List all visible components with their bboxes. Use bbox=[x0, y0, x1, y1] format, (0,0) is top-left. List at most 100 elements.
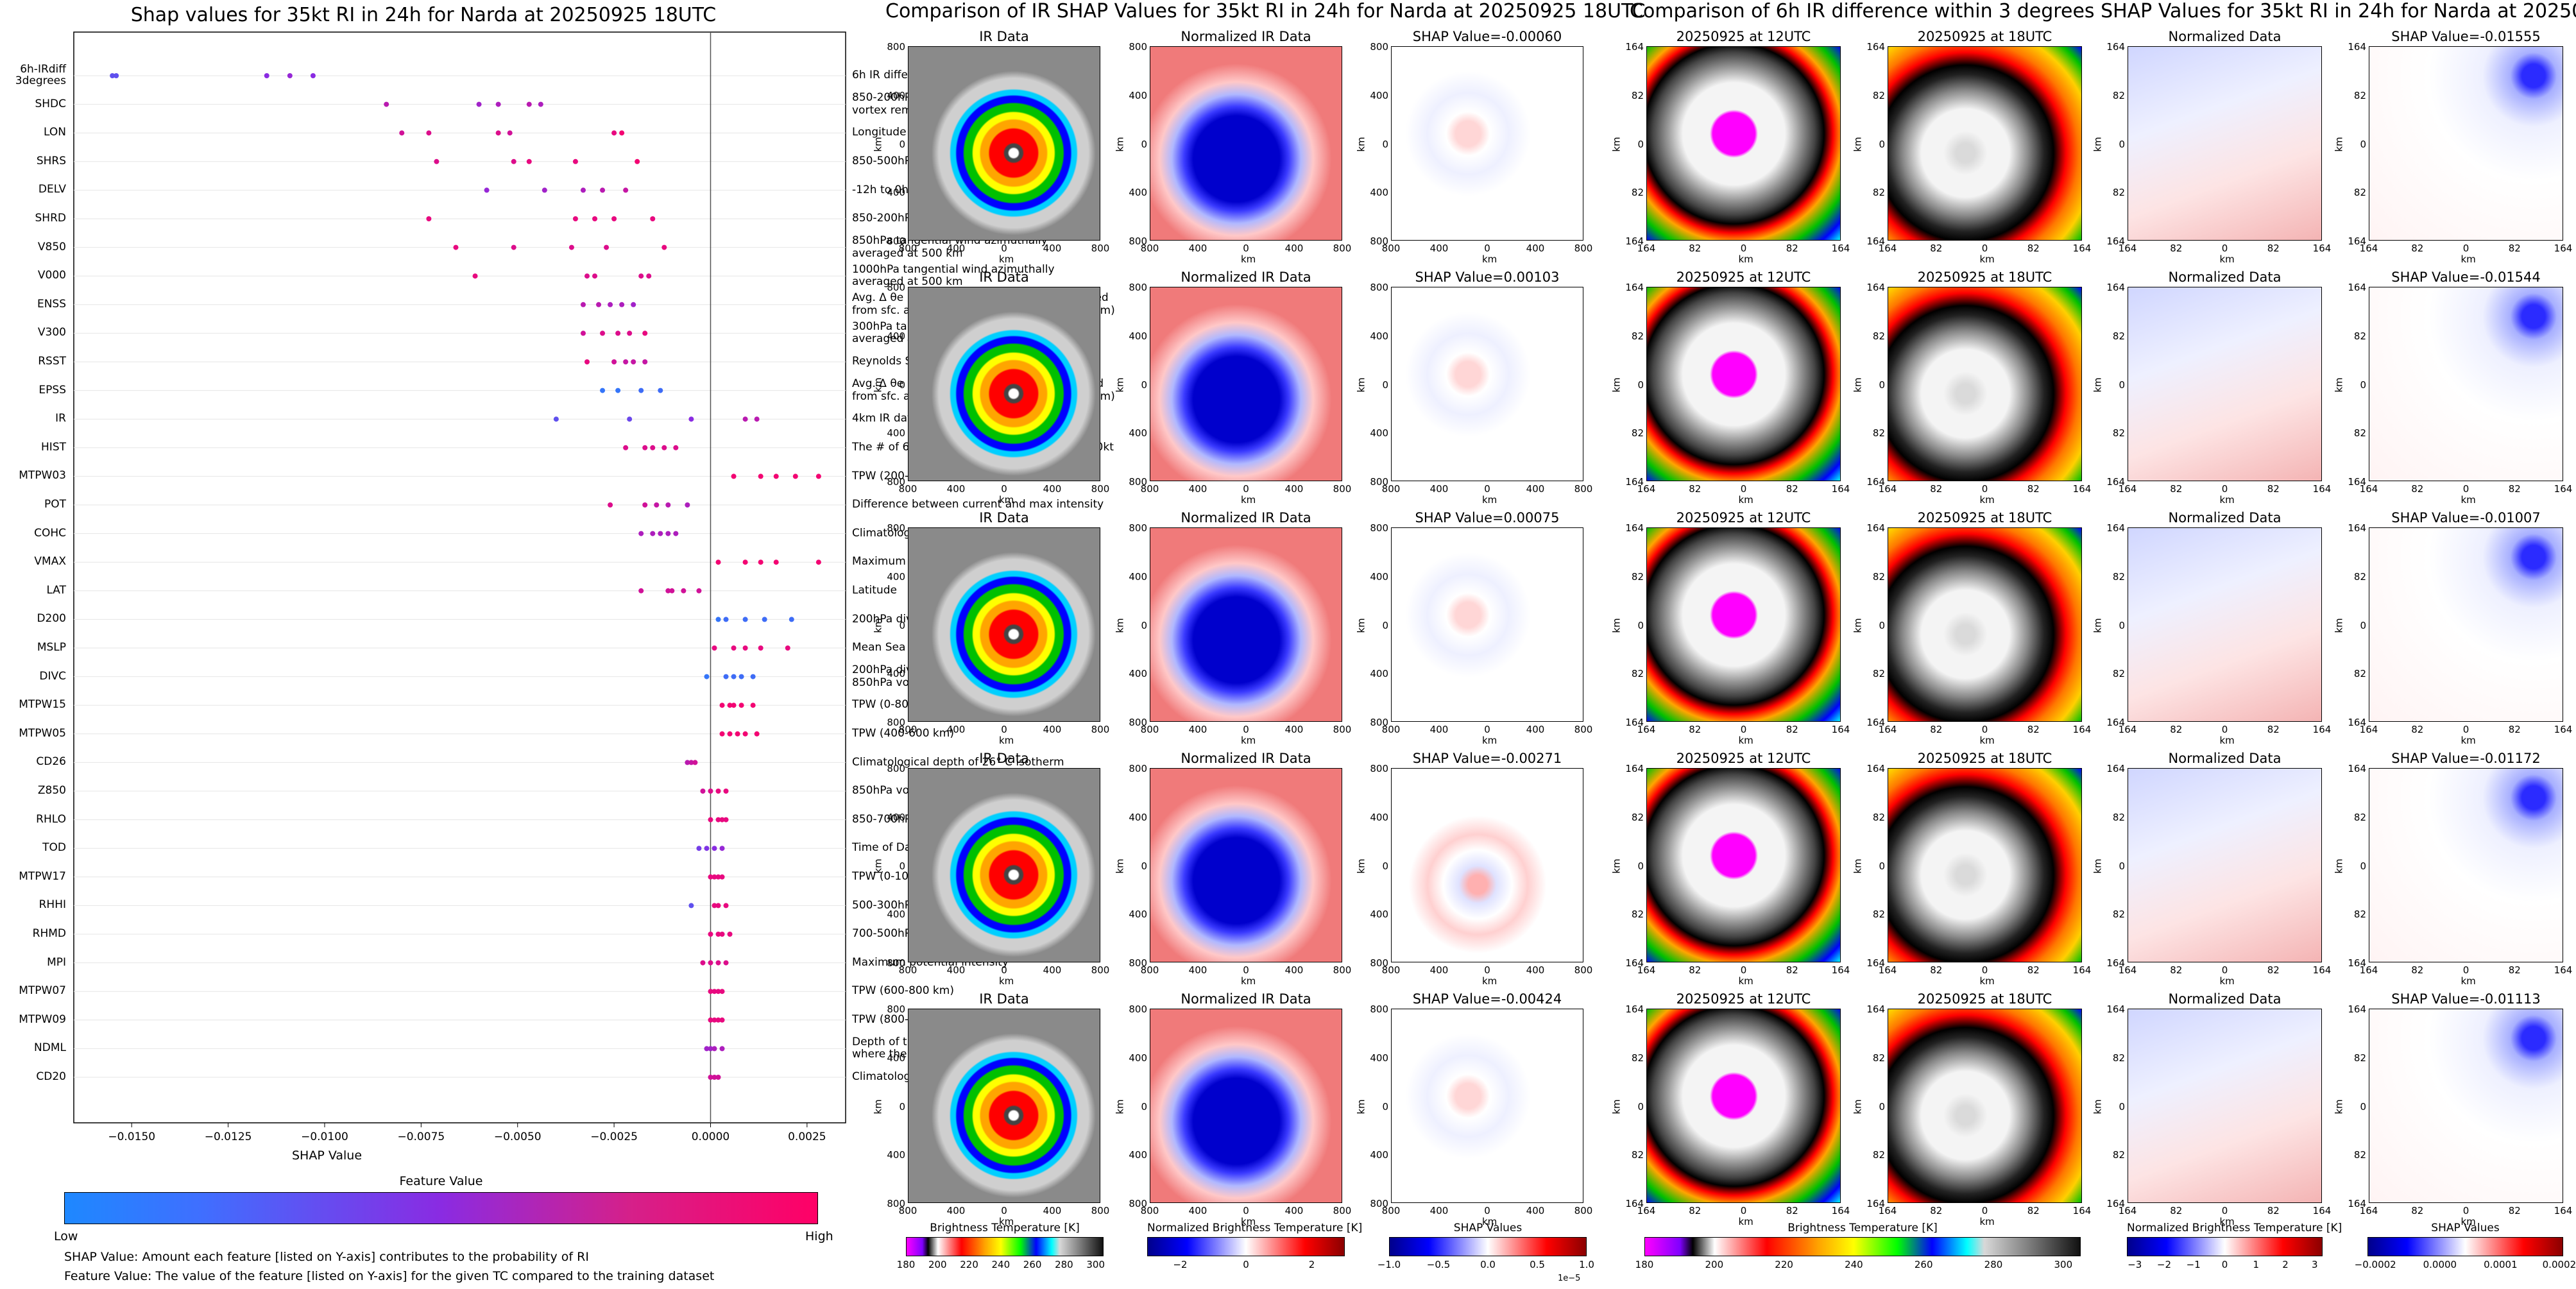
x-tick-label: 82 bbox=[1689, 964, 1702, 976]
x-axis-label: km bbox=[1482, 494, 1497, 506]
y-tick-label: 0 bbox=[1637, 860, 1644, 872]
shap-point bbox=[654, 502, 660, 508]
shap-point bbox=[738, 703, 744, 708]
x-tick-label: 400 bbox=[1043, 724, 1062, 735]
feature-name-label: MTPW15 bbox=[19, 698, 66, 712]
shap-point bbox=[472, 273, 478, 279]
y-axis-label: km bbox=[1610, 858, 1623, 874]
x-tick-label: 164 bbox=[2554, 483, 2573, 495]
y-axis-label: km bbox=[2333, 617, 2345, 633]
y-tick-label: 400 bbox=[1370, 1149, 1388, 1161]
x-tick-label: 164 bbox=[2359, 483, 2378, 495]
shap-point bbox=[715, 989, 721, 994]
x-tick-label: 800 bbox=[1381, 724, 1401, 735]
colorbar-tick-label: 2 bbox=[1308, 1259, 1315, 1270]
y-tick-label: 82 bbox=[2353, 909, 2366, 921]
colorbar-tick-label: 1 bbox=[2253, 1259, 2260, 1270]
shap-point bbox=[815, 474, 821, 479]
ir-12utc-panel bbox=[1646, 287, 1841, 481]
ir-diff-shap-panel-title: SHAP Value=-0.01172 bbox=[2391, 751, 2541, 766]
x-tick-label: 164 bbox=[1637, 243, 1656, 254]
x-tick-label: 164 bbox=[1831, 724, 1850, 735]
feature-name-label: RSST bbox=[38, 355, 66, 368]
y-tick-label: 164 bbox=[2106, 957, 2125, 969]
y-tick-label: 0 bbox=[2119, 1100, 2125, 1113]
y-tick-label: 800 bbox=[887, 41, 905, 53]
x-tick-label: 800 bbox=[1381, 243, 1401, 254]
y-tick-label: 800 bbox=[1129, 763, 1147, 774]
y-axis-label: km bbox=[1610, 1098, 1623, 1114]
y-tick-label: 800 bbox=[1129, 717, 1147, 728]
y-tick-label: 164 bbox=[1625, 41, 1644, 53]
x-axis-label: km bbox=[1482, 975, 1497, 987]
ir-data-panel bbox=[908, 768, 1100, 962]
shap-point bbox=[264, 73, 269, 78]
y-tick-label: 164 bbox=[2348, 476, 2366, 488]
shap-point bbox=[704, 1046, 710, 1052]
y-tick-label: 800 bbox=[1370, 282, 1388, 293]
shap-point bbox=[696, 846, 702, 851]
shap-point bbox=[715, 617, 721, 622]
y-tick-label: 82 bbox=[2353, 427, 2366, 440]
ir-data-panel-title: IR Data bbox=[979, 269, 1029, 285]
shap-point bbox=[642, 359, 648, 364]
y-tick-label: 0 bbox=[1879, 138, 1885, 150]
x-tick-label: 164 bbox=[1637, 724, 1656, 735]
x-tick-label: 164 bbox=[1637, 483, 1656, 495]
shap-point bbox=[511, 158, 516, 164]
colorbar-tick-label: −3 bbox=[2128, 1259, 2142, 1270]
y-tick-label: 164 bbox=[1866, 1003, 1885, 1015]
y-tick-label: 164 bbox=[2348, 41, 2366, 53]
y-axis-label: km bbox=[1355, 377, 1367, 393]
y-axis-label: km bbox=[1114, 136, 1126, 152]
ir-12utc-panel-title: 20250925 at 12UTC bbox=[1676, 991, 1811, 1007]
shap-point bbox=[762, 617, 767, 622]
y-tick-label: 0 bbox=[1637, 1100, 1644, 1113]
x-tick-label: 82 bbox=[1786, 1205, 1798, 1216]
colorbar-tick-label: −2 bbox=[2156, 1259, 2171, 1270]
shap-point bbox=[708, 1017, 713, 1023]
y-tick-label: 400 bbox=[1370, 187, 1388, 199]
ir-12utc-panel-title: 20250925 at 12UTC bbox=[1676, 269, 1811, 285]
y-tick-label: 82 bbox=[2353, 330, 2366, 342]
feature-value-colorbar bbox=[64, 1192, 818, 1224]
shap-point bbox=[287, 73, 293, 78]
feature-name-label: V850 bbox=[37, 240, 66, 253]
y-axis-label: km bbox=[872, 858, 884, 874]
y-axis-label: km bbox=[1355, 1098, 1367, 1114]
x-tick-label: 800 bbox=[1333, 964, 1352, 976]
y-tick-label: 0 bbox=[899, 138, 905, 150]
x-tick-label: 400 bbox=[946, 724, 966, 735]
y-tick-label: 82 bbox=[2353, 668, 2366, 680]
shap-point bbox=[627, 416, 633, 422]
y-tick-label: 82 bbox=[2112, 427, 2125, 440]
colorbar-tick-label: 2 bbox=[2282, 1259, 2289, 1270]
x-tick-label: 0 bbox=[1484, 483, 1490, 495]
ir-normalized-colorbar-title: Normalized Brightness Temperature [K] bbox=[1147, 1222, 1363, 1234]
y-tick-label: 800 bbox=[1129, 1198, 1147, 1209]
y-tick-label: 82 bbox=[2353, 187, 2366, 199]
x-tick-label: 400 bbox=[946, 243, 966, 254]
x-tick-label: 164 bbox=[2312, 483, 2332, 495]
shap-point bbox=[758, 474, 763, 479]
x-tick-label: 82 bbox=[2267, 243, 2280, 254]
y-tick-label: 82 bbox=[1872, 570, 1885, 583]
x-axis-label: km bbox=[1979, 1216, 1995, 1227]
ir-diff-shap-panel-title: SHAP Value=-0.01544 bbox=[2391, 269, 2541, 285]
shap-point bbox=[507, 130, 513, 136]
colorbar-tick-label: 180 bbox=[896, 1259, 916, 1270]
y-tick-label: 800 bbox=[1129, 957, 1147, 969]
shap-x-axis-label: SHAP Value bbox=[292, 1148, 363, 1163]
y-tick-label: 164 bbox=[1625, 717, 1644, 728]
normalized-ir-panel-title: Normalized IR Data bbox=[1181, 991, 1311, 1007]
x-tick-label: 164 bbox=[2072, 724, 2092, 735]
normalized-ir-panel bbox=[1150, 1009, 1342, 1203]
x-tick-label: 164 bbox=[2072, 964, 2092, 976]
x-tick-label: 0 bbox=[2462, 964, 2469, 976]
x-tick-label: 0 bbox=[1740, 964, 1747, 976]
feature-name-label: SHRD bbox=[35, 212, 66, 225]
y-tick-label: 800 bbox=[1370, 717, 1388, 728]
y-tick-label: 800 bbox=[1129, 476, 1147, 488]
shap-chart-title: Shap values for 35kt RI in 24h for Narda… bbox=[130, 4, 717, 26]
shap-point bbox=[727, 731, 733, 737]
